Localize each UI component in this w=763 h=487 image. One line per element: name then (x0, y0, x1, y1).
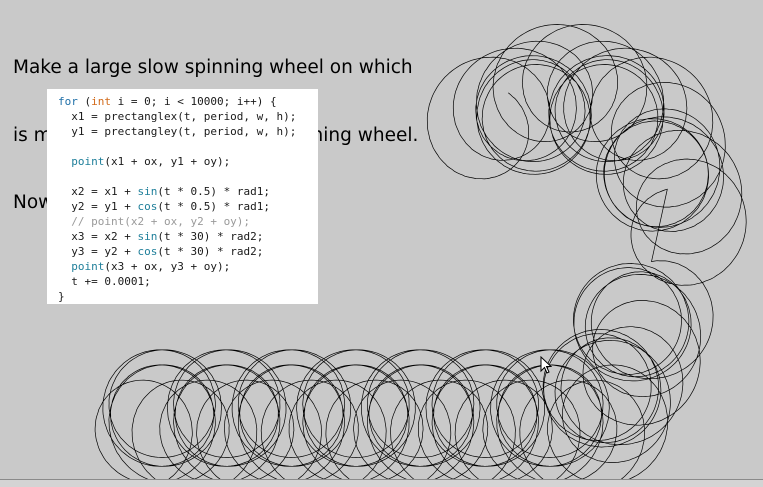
caption-line: Make a large slow spinning wheel on whic… (13, 57, 413, 78)
code-token: y2 = y1 + (58, 200, 138, 213)
window-bottom-edge (0, 479, 763, 487)
code-token-fn: cos (137, 200, 158, 213)
code-token-fn: point (71, 155, 105, 168)
code-token-cm: // point(x2 + ox, y2 + oy); (58, 215, 251, 228)
code-line: t += 0.0001; (58, 274, 318, 289)
code-token-fn: sin (137, 185, 158, 198)
code-token: i = 0; i < 10000; i++) { (111, 95, 277, 108)
spirograph-drawing (94, 24, 747, 487)
code-line: for (int i = 0; i < 10000; i++) { (58, 94, 318, 109)
mouse-cursor-icon (540, 356, 552, 374)
code-line (58, 169, 318, 184)
code-line: y3 = y2 + cos(t * 30) * rad2; (58, 244, 318, 259)
code-token (58, 260, 71, 273)
code-line: y2 = y1 + cos(t * 0.5) * rad1; (58, 199, 318, 214)
code-token: } (58, 290, 65, 303)
code-line (58, 139, 318, 154)
code-token-fn: cos (137, 245, 158, 258)
code-line: point(x1 + ox, y1 + oy); (58, 154, 318, 169)
code-line: point(x3 + ox, y3 + oy); (58, 259, 318, 274)
code-token: t += 0.0001; (58, 275, 151, 288)
code-token: (x3 + ox, y3 + oy); (104, 260, 231, 273)
code-line: y1 = prectangley(t, period, w, h); (58, 124, 318, 139)
code-token: (t * 30) * rad2; (157, 245, 264, 258)
code-token-fn: point (71, 260, 105, 273)
code-line: x2 = x1 + sin(t * 0.5) * rad1; (58, 184, 318, 199)
code-token: (t * 30) * rad2; (157, 230, 264, 243)
code-token: y1 = prectangley(t, period, w, h); (58, 125, 297, 138)
code-token: x1 = prectanglex(t, period, w, h); (58, 110, 297, 123)
code-token: ( (77, 95, 92, 108)
code-token (58, 155, 71, 168)
code-line: } (58, 289, 318, 304)
code-token-fn: sin (137, 230, 158, 243)
code-token: x3 = x2 + (58, 230, 138, 243)
code-token: (t * 0.5) * rad1; (157, 185, 270, 198)
code-token: (t * 0.5) * rad1; (157, 200, 270, 213)
code-token: x2 = x1 + (58, 185, 138, 198)
code-token: y3 = y2 + (58, 245, 138, 258)
code-token-kw: for (58, 95, 78, 108)
code-line: x1 = prectanglex(t, period, w, h); (58, 109, 318, 124)
code-line: x3 = x2 + sin(t * 30) * rad2; (58, 229, 318, 244)
code-token-ty: int (91, 95, 111, 108)
code-panel: for (int i = 0; i < 10000; i++) { x1 = p… (47, 89, 318, 304)
spirograph-curve (94, 24, 747, 487)
code-token: (x1 + ox, y1 + oy); (104, 155, 231, 168)
code-line: // point(x2 + ox, y2 + oy); (58, 214, 318, 229)
